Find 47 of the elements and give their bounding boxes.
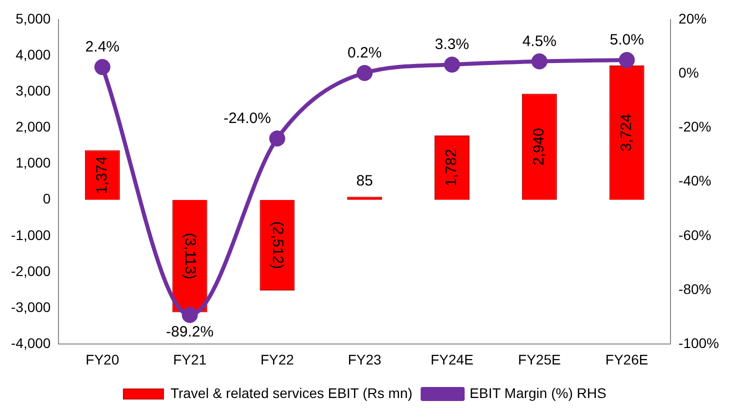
data-label: 85 bbox=[356, 172, 373, 190]
point bbox=[269, 130, 286, 146]
x-tick-label: FY21 bbox=[173, 351, 207, 368]
data-label: -89.2% bbox=[166, 324, 214, 341]
data-label: -24.0% bbox=[223, 110, 271, 128]
data-label: 5.0% bbox=[610, 32, 644, 49]
y-tick-label: -3,000 bbox=[10, 298, 51, 315]
y-tick-label: 4,000 bbox=[16, 46, 51, 62]
data-label: (3,113) bbox=[182, 232, 199, 280]
legend-label: EBIT Margin (%) RHS bbox=[470, 384, 606, 401]
y-tick-label: 5,000 bbox=[16, 10, 51, 26]
y-tick-label: 1,000 bbox=[16, 154, 51, 171]
data-label: 0.2% bbox=[348, 44, 382, 62]
y2-tick-label: 20% bbox=[678, 10, 707, 26]
point bbox=[182, 306, 198, 323]
y-tick-label: -4,000 bbox=[10, 335, 51, 352]
legend-label: Travel & related services EBIT (Rs mn) bbox=[170, 384, 412, 401]
point bbox=[444, 56, 460, 73]
y2-tick-label: -80% bbox=[678, 280, 712, 297]
y2-tick-label: -40% bbox=[678, 172, 712, 189]
y2-tick-label: -60% bbox=[678, 226, 712, 243]
data-label: 2,940 bbox=[530, 128, 548, 166]
y-tick-label: -1,000 bbox=[10, 226, 51, 243]
x-tick-label: FY22 bbox=[260, 351, 294, 368]
data-label: 3.3% bbox=[434, 36, 470, 54]
y-tick-label: 3,000 bbox=[16, 82, 51, 98]
point bbox=[94, 59, 110, 76]
y2-tick-label: -100% bbox=[678, 335, 719, 352]
data-label: 3,724 bbox=[618, 114, 635, 152]
point bbox=[618, 52, 635, 68]
x-tick-label: FY25E bbox=[518, 351, 561, 368]
x-tick-label: FY26E bbox=[605, 351, 648, 368]
point bbox=[356, 64, 373, 81]
x-tick-label: FY23 bbox=[348, 351, 382, 368]
y-tick-label: -2,000 bbox=[10, 262, 51, 279]
data-label: 4.5% bbox=[522, 32, 557, 50]
point bbox=[531, 53, 548, 70]
y2-tick-label: 0% bbox=[678, 64, 699, 80]
y-tick-label: 0 bbox=[42, 190, 51, 207]
data-label: 1,374 bbox=[94, 156, 111, 194]
x-tick-label: FY20 bbox=[86, 351, 120, 368]
y-tick-label: 2,000 bbox=[16, 118, 51, 135]
x-tick-label: FY24E bbox=[430, 351, 474, 368]
y2-tick-label: -20% bbox=[678, 118, 712, 135]
data-label: 2.4% bbox=[85, 38, 120, 56]
data-label: 1,782 bbox=[443, 148, 460, 186]
data-label: (2,512) bbox=[269, 221, 286, 269]
